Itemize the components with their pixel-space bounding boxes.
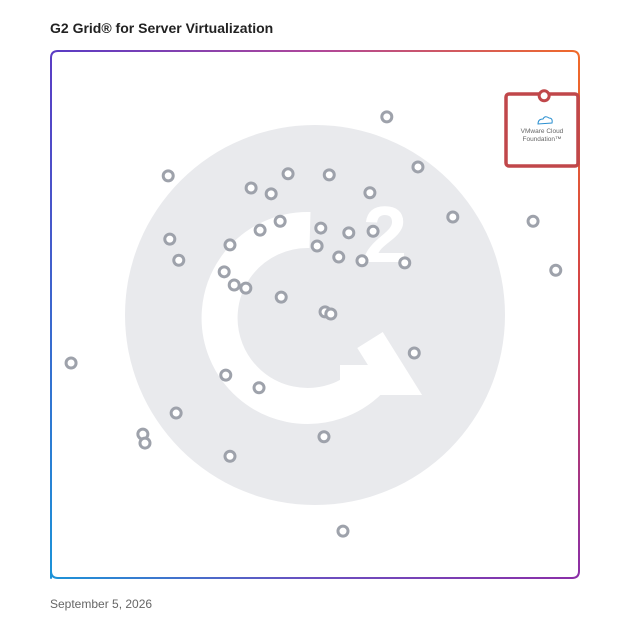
point [317,430,331,444]
frame [50,50,580,579]
point [223,238,237,252]
point [239,281,253,295]
chart-title: G2 Grid® for Server Virtualization [50,20,274,36]
point [407,346,421,360]
point [310,239,324,253]
point [223,449,237,463]
highlight-point [537,89,551,103]
point [446,210,460,224]
point [363,186,377,200]
point [217,265,231,279]
point [322,168,336,182]
point [355,254,369,268]
point [252,381,266,395]
point [366,224,380,238]
date: September 5, 2026 [50,597,153,611]
point [332,250,346,264]
point [526,214,540,228]
point [253,223,267,237]
point [264,187,278,201]
point [314,221,328,235]
point [273,214,287,228]
point [227,278,241,292]
point [172,253,186,267]
point [398,256,412,270]
point [281,167,295,181]
highlight-label: VMware Cloud Foundation™ [520,128,564,143]
point [342,226,356,240]
point [163,232,177,246]
point [64,356,78,370]
point [161,169,175,183]
product-icon [537,116,553,125]
point [324,307,338,321]
point [380,110,394,124]
points [64,110,563,538]
point [244,181,258,195]
point [336,524,350,538]
point [219,368,233,382]
point [411,160,425,174]
point [138,436,152,450]
point [169,406,183,420]
point [274,290,288,304]
point [549,263,563,277]
